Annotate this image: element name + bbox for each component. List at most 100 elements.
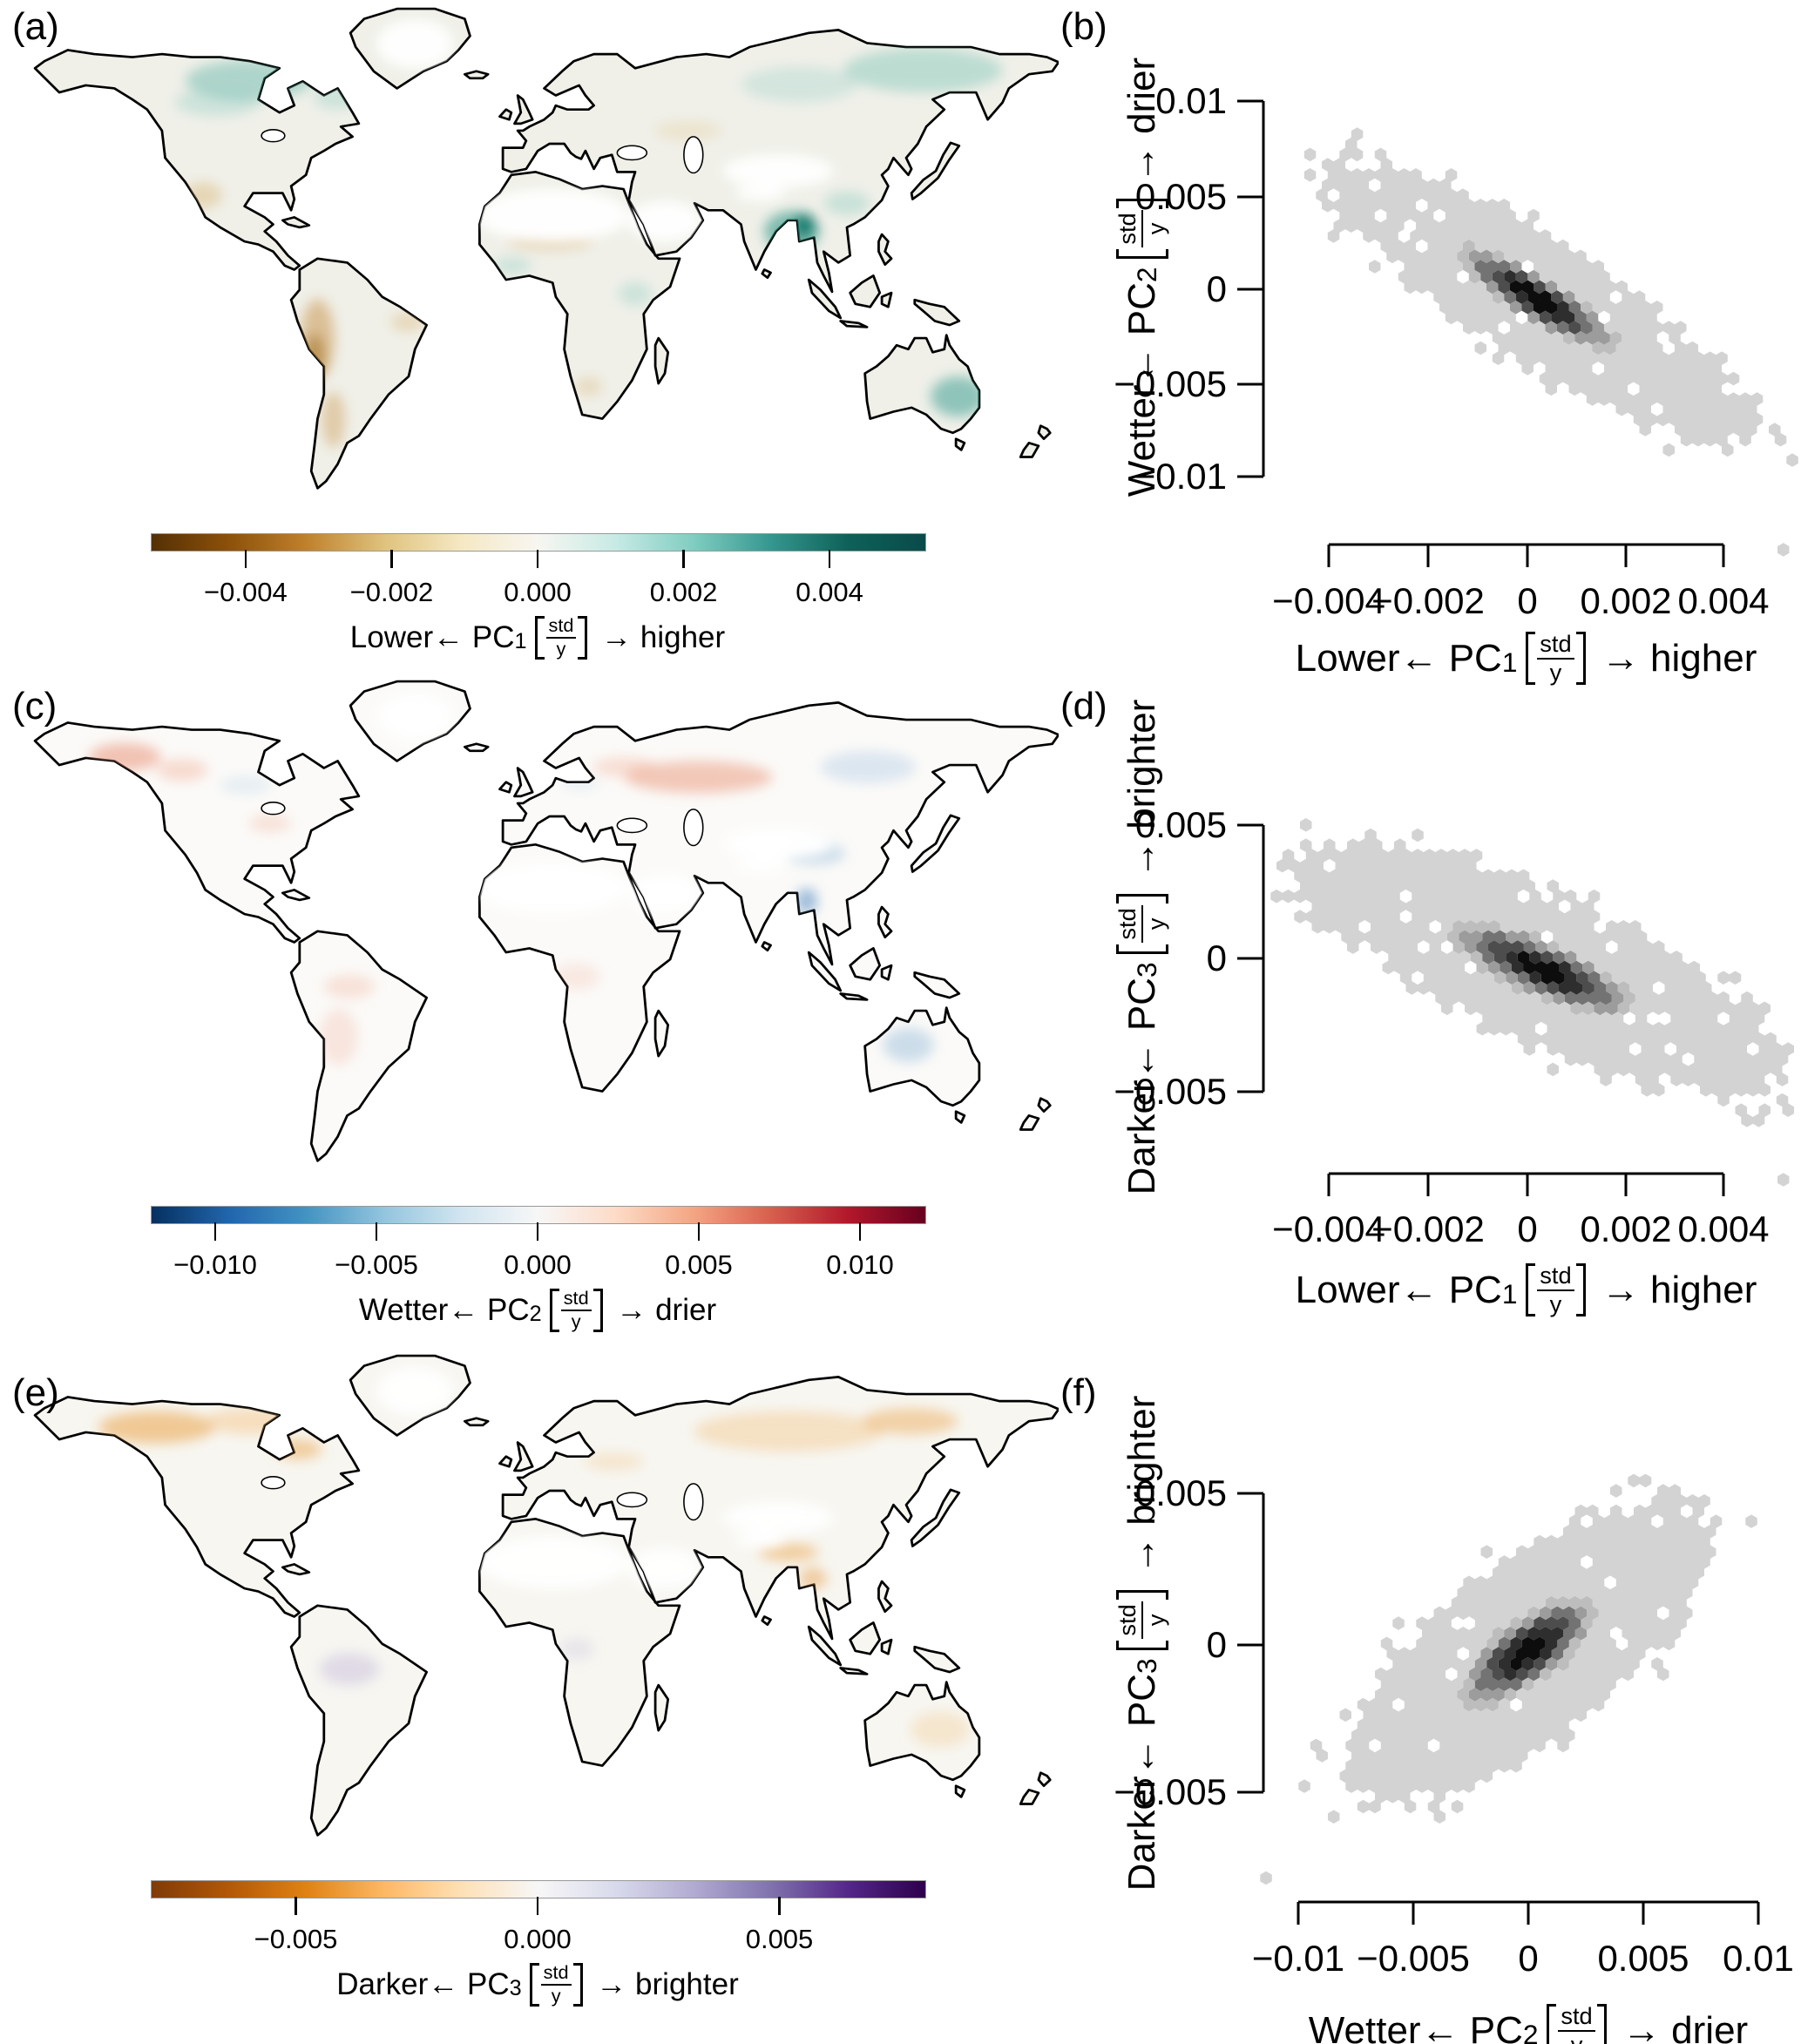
panel-letter-a: (a) bbox=[12, 5, 59, 48]
axis-label-right-text: → brighter bbox=[1121, 699, 1163, 890]
axis-label-left-text: Darker← PC bbox=[1121, 1674, 1163, 1892]
axis-label-right-text: → higher bbox=[592, 620, 726, 655]
axis-label-right-text: → drier bbox=[1611, 2008, 1749, 2044]
axis-label-left-text: Wetter← PC bbox=[1121, 282, 1163, 497]
colorbar-tick bbox=[375, 1222, 378, 1241]
colorbar-tick bbox=[697, 1222, 701, 1241]
landmasses bbox=[33, 680, 1059, 1162]
colorbar-tick-label: 0.005 bbox=[745, 1924, 814, 1954]
pc-number-subscript: 2 bbox=[1130, 267, 1162, 283]
axis-label-left-text: Lower← PC bbox=[1295, 1268, 1502, 1311]
right-bracket bbox=[1596, 2004, 1607, 2044]
y-tick-label: 0.005 bbox=[1135, 804, 1227, 845]
colorbar-tick-label: −0.010 bbox=[173, 1249, 257, 1280]
x-axis-label: Lower← PC 1 std y → higher bbox=[1265, 1262, 1788, 1317]
panel-letter-e: (e) bbox=[12, 1371, 59, 1414]
y-tick-label: −0.005 bbox=[1114, 1071, 1227, 1112]
outlier-hexagon bbox=[1777, 543, 1790, 557]
right-bracket bbox=[592, 1289, 603, 1332]
panel-letter-c: (c) bbox=[12, 685, 58, 728]
colorbar-tick-label: 0.010 bbox=[826, 1249, 894, 1280]
no-data-regions bbox=[376, 1366, 834, 1589]
colorbar-tick bbox=[244, 550, 247, 568]
colorbar-tick bbox=[390, 550, 393, 568]
x-tick-label: 0 bbox=[1518, 1938, 1538, 1979]
axis-label-left-text: Lower← PC bbox=[349, 620, 515, 655]
x-tick-label: −0.004 bbox=[1272, 1208, 1385, 1249]
x-tick-label: −0.002 bbox=[1371, 580, 1485, 621]
colorbar-tick-label: 0.002 bbox=[649, 577, 718, 607]
axis-label-left-text: Darker← PC bbox=[1121, 978, 1163, 1195]
axis-label-right-text: → higher bbox=[1590, 636, 1757, 680]
axis-label-right-text: → brighter bbox=[1121, 1395, 1163, 1586]
right-bracket bbox=[1116, 1590, 1168, 1601]
y-tick-label: 0 bbox=[1207, 268, 1227, 309]
hexbin-plot-pc1-vs-pc3: 0.005 0 −0.005 −0.004−0.002 0 0.002 0.004 bbox=[1114, 804, 1794, 1249]
right-bracket bbox=[1575, 632, 1586, 686]
panel-a-map-pc1: (a) −0.004 −0.002 0.000 0.002 0.004 Lower← PC… bbox=[0, 0, 1059, 673]
y-axis-label: Darker← PC 3 std y → brighter bbox=[1114, 660, 1169, 1235]
no-data-regions bbox=[376, 692, 834, 915]
colorbar-tick bbox=[213, 1222, 217, 1241]
x-tick-label: 0.004 bbox=[1677, 1208, 1769, 1249]
left-bracket bbox=[1116, 944, 1168, 954]
x-axis: −0.004−0.002 0 0.002 0.004 bbox=[1272, 543, 1770, 621]
x-tick-label: 0 bbox=[1517, 580, 1537, 621]
left-bracket bbox=[1116, 1640, 1168, 1650]
x-tick-label: −0.002 bbox=[1371, 1208, 1485, 1249]
y-axis: 0.01 0.005 0 −0.005 −0.01 bbox=[1114, 80, 1265, 497]
axis-label-left-text: Lower← PC bbox=[1295, 636, 1502, 680]
x-axis-label: Lower← PC 1 std y → higher bbox=[1265, 631, 1788, 686]
colorbar-gradient bbox=[151, 533, 926, 552]
colorbar-tick bbox=[295, 1897, 297, 1915]
hexbin-plot-pc2-vs-pc3: 0.005 0 −0.005 −0.01 −0.005 0 0.005 0.01 bbox=[1114, 1472, 1794, 1979]
y-axis-label: Darker← PC 3 std y → brighter bbox=[1114, 1356, 1169, 1931]
colorbar-tick-label: 0.004 bbox=[796, 577, 863, 607]
left-bracket bbox=[1116, 248, 1168, 259]
pc-axis-label: Darker← PC 3 std y → brighter bbox=[276, 1962, 799, 2007]
panel-e-map-pc3: (e) −0.005 0.000 0.005 Darker← PC 3 std y → br… bbox=[0, 1347, 1059, 2044]
x-tick-label: 0.005 bbox=[1597, 1938, 1689, 1979]
y-tick-label: 0.005 bbox=[1135, 176, 1227, 217]
x-tick-label: 0 bbox=[1517, 1208, 1537, 1249]
pc-number-subscript: 1 bbox=[514, 628, 527, 653]
pc-number-subscript: 2 bbox=[1522, 2019, 1539, 2044]
y-tick-label: 0.005 bbox=[1135, 1472, 1227, 1513]
y-tick-label: 0 bbox=[1207, 937, 1227, 978]
x-axis: −0.004−0.002 0 0.002 0.004 bbox=[1272, 1172, 1770, 1249]
axis-label-right-text: → brighter bbox=[587, 1967, 739, 2002]
axis-label-right-text: → higher bbox=[1590, 1268, 1757, 1311]
y-tick-label: 0 bbox=[1207, 1624, 1227, 1665]
axis-label-right-text: → drier bbox=[607, 1293, 717, 1328]
x-tick-label: 0.002 bbox=[1580, 1208, 1671, 1249]
right-bracket bbox=[1116, 199, 1168, 209]
y-tick-label: 0.01 bbox=[1155, 80, 1227, 121]
x-axis: −0.01 −0.005 0 0.005 0.01 bbox=[1252, 1900, 1794, 1979]
world-map-pc2 bbox=[33, 680, 1059, 1162]
y-tick-label: −0.005 bbox=[1114, 1771, 1227, 1812]
panel-d-hexbin-pc1-pc3: (d) 0.005 0 −0.005 −0.004 −0.002 0 0.002 0.004 … bbox=[1059, 673, 1801, 1347]
colorbar-tick bbox=[536, 1897, 539, 1915]
y-tick-label: −0.01 bbox=[1134, 456, 1227, 497]
right-bracket bbox=[578, 616, 588, 660]
x-tick-label: −0.01 bbox=[1252, 1938, 1344, 1979]
axis-label-left-text: Darker← PC bbox=[336, 1967, 510, 2002]
y-axis: 0.005 0 −0.005 bbox=[1114, 1472, 1265, 1812]
right-bracket bbox=[1575, 1263, 1586, 1317]
colorbar-tick bbox=[778, 1897, 781, 1915]
pc-number-subscript: 3 bbox=[1130, 1658, 1162, 1675]
outlier-hexagon bbox=[1777, 1173, 1790, 1187]
panel-c-map-pc2: (c) −0.010 −0.005 0.000 0.005 0.010 Wetter← P… bbox=[0, 673, 1059, 1347]
x-tick-label: 0.002 bbox=[1580, 580, 1671, 621]
pc-number-subscript: 3 bbox=[509, 1975, 522, 2000]
